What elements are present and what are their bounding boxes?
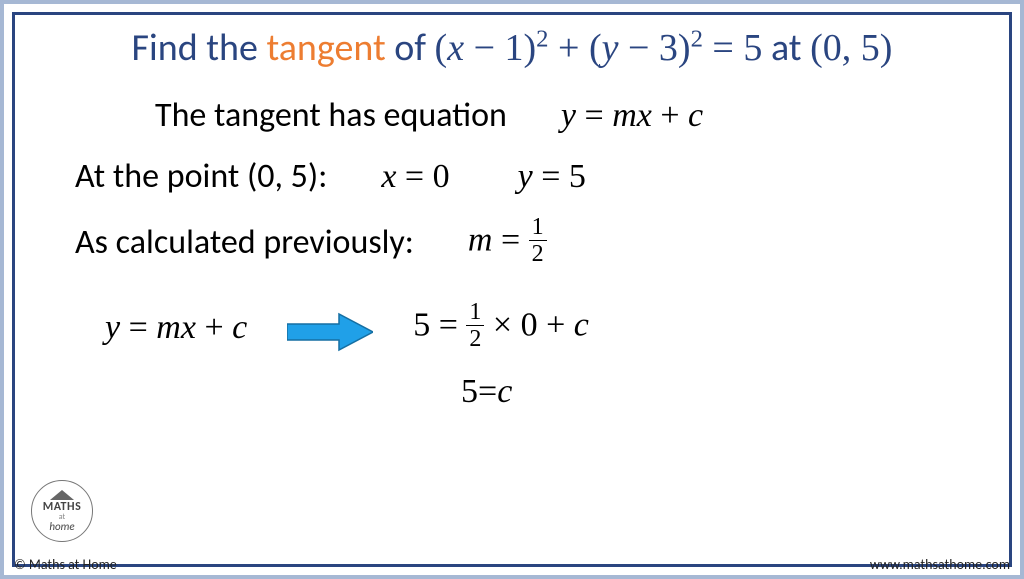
fraction-half-1: 12 xyxy=(529,215,547,266)
footer-url: www.mathsathome.com xyxy=(870,556,1010,573)
title-mid: of xyxy=(386,25,435,71)
line-substitution: y = mx + c 5 = 12 × 0 + c xyxy=(105,302,979,353)
line2-y: y = 5 xyxy=(518,156,586,197)
title-at: at xyxy=(762,25,810,71)
line3-text: As calculated previously: xyxy=(75,222,414,263)
arrow-shape xyxy=(287,314,373,350)
line4-lhs: y = mx + c xyxy=(105,307,247,348)
line-tangent-equation: The tangent has equation y = mx + c xyxy=(155,95,979,136)
outer-frame: Find the tangent of (x − 1)2 + (y − 3)2 … xyxy=(0,0,1024,579)
line5-eq: = xyxy=(478,373,497,411)
line2-text: At the point (0, 5): xyxy=(75,156,327,197)
line-result: 5 = c xyxy=(461,373,979,411)
roof-icon xyxy=(50,490,74,500)
line-calculated-previously: As calculated previously: m = 12 xyxy=(75,217,979,268)
fraction-half-2: 12 xyxy=(466,300,484,351)
line1-eq: y = mx + c xyxy=(561,95,703,136)
title-point: (0, 5) xyxy=(810,27,892,69)
logo-text-3: home xyxy=(49,521,74,532)
line1-text: The tangent has equation xyxy=(155,95,507,136)
line5-lhs: 5 xyxy=(461,373,478,411)
title-prefix: Find the xyxy=(132,25,267,71)
inner-frame: Find the tangent of (x − 1)2 + (y − 3)2 … xyxy=(12,12,1012,567)
line2-x: x = 0 xyxy=(381,156,449,197)
body: The tangent has equation y = mx + c At t… xyxy=(45,95,979,411)
footer-copyright: © Maths at Home xyxy=(14,556,117,573)
line-at-point: At the point (0, 5): x = 0 y = 5 xyxy=(75,156,979,197)
tangent-word: tangent xyxy=(266,25,385,71)
line3-m: m = 12 xyxy=(468,217,547,268)
line5-rhs: c xyxy=(497,373,512,411)
arrow-icon xyxy=(287,312,373,352)
logo-badge: MATHS at home xyxy=(31,480,93,542)
line4-rhs: 5 = 12 × 0 + c xyxy=(413,302,589,353)
title-equation: (x − 1)2 + (y − 3)2 = 5 xyxy=(435,27,763,69)
title-row: Find the tangent of (x − 1)2 + (y − 3)2 … xyxy=(45,25,979,71)
